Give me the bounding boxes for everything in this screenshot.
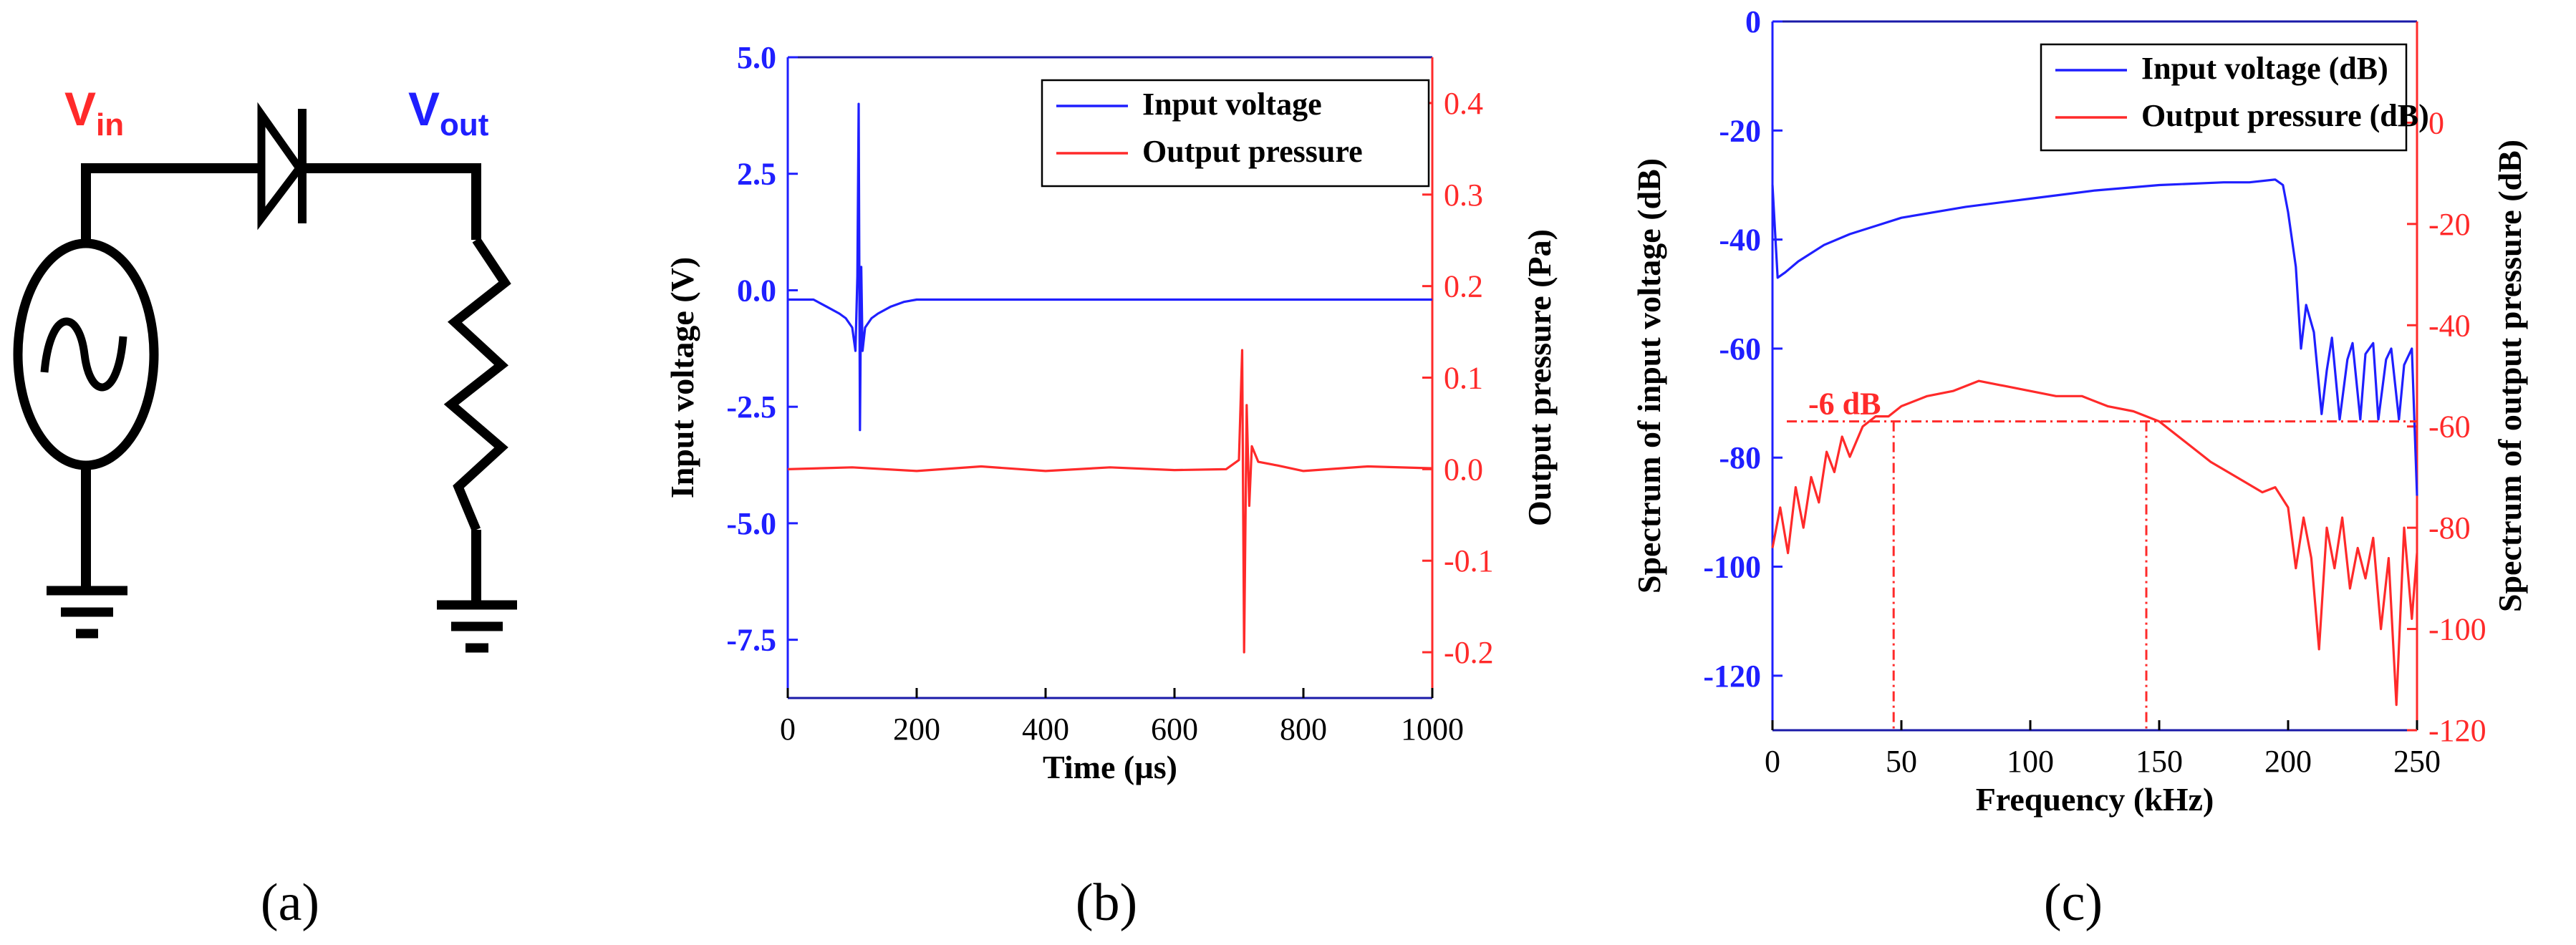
panel-c-label: (c): [2044, 873, 2103, 932]
y-axis-right-label: Output pressure (Pa): [1521, 229, 1558, 526]
panel-b-label: (b): [1076, 873, 1137, 932]
legend-label-1: Output pressure: [1142, 134, 1363, 169]
y-right-tick-label: 0.2: [1444, 269, 1483, 304]
x-tick-label: 200: [2264, 744, 2312, 779]
legend-label-0: Input voltage (dB): [2141, 51, 2388, 86]
sine-wave-icon: [40, 317, 127, 392]
y-left-tick-label: -40: [1719, 223, 1761, 258]
wire-top-left: [81, 163, 265, 243]
ground-right-icon: [437, 600, 517, 653]
y-left-tick-label: -80: [1719, 440, 1761, 475]
y-left-tick-label: -7.5: [726, 623, 776, 658]
x-axis-label: Time (µs): [1043, 749, 1177, 785]
y-axis-right-label: Spectrum of output pressure (dB): [2491, 140, 2528, 612]
x-tick-label: 50: [1886, 744, 1917, 779]
diode-icon: [257, 102, 304, 231]
y-left-tick-label: -20: [1719, 113, 1761, 148]
y-right-tick-label: -60: [2428, 410, 2471, 445]
y-left-tick-label: -5.0: [726, 506, 776, 541]
legend-box: [1041, 79, 1430, 188]
y-right-tick-label: -0.1: [1444, 543, 1494, 578]
wire-top-right: [301, 163, 481, 240]
y-right-tick-label: -120: [2428, 713, 2486, 748]
y-left-tick-label: 2.5: [737, 157, 776, 192]
x-tick-label: 0: [780, 712, 796, 747]
y-right-tick-label: 0.4: [1444, 86, 1483, 121]
x-tick-label: 200: [893, 712, 940, 747]
x-tick-label: 0: [1765, 744, 1780, 779]
y-right-tick-label: -0.2: [1444, 635, 1494, 670]
y-right-tick-label: 0.3: [1444, 178, 1483, 213]
legend-label-0: Input voltage: [1142, 87, 1322, 122]
y-right-tick-label: -20: [2428, 207, 2471, 242]
chart-c: 0 50 100 150 200 250 0 -20 -40 -60 -80 -100 -120 0 -20…: [1631, 4, 2528, 818]
ground-left-icon: [47, 586, 127, 639]
minus-6db-label: -6 dB: [1808, 387, 1881, 422]
x-tick-label: 800: [1280, 712, 1327, 747]
chart-b: 0 200 400 600 800 1000 5.0 2.5 0.0 -2.5 -5.0 -7.5 0.…: [664, 40, 1558, 785]
y-right-tick-label: -100: [2428, 612, 2486, 647]
series-line-1: [1771, 379, 2418, 707]
x-tick-label: 1000: [1401, 712, 1464, 747]
y-left-tick-label: -120: [1703, 659, 1761, 694]
x-tick-label: 150: [2136, 744, 2183, 779]
vin-label: Vin: [64, 82, 124, 142]
y-right-tick-label: -80: [2428, 510, 2471, 546]
vout-label: Vout: [408, 82, 489, 142]
y-left-tick-label: 0: [1745, 4, 1761, 39]
panel-a-circuit: [13, 102, 517, 653]
y-right-tick-label: 0.1: [1444, 361, 1483, 396]
y-right-tick-label: 0.0: [1444, 452, 1483, 487]
y-left-tick-label: -100: [1703, 550, 1761, 585]
x-tick-label: 400: [1022, 712, 1069, 747]
x-tick-label: 250: [2393, 744, 2441, 779]
y-left-tick-label: -60: [1719, 331, 1761, 367]
legend-box: [2040, 43, 2408, 152]
y-left-tick-label: -2.5: [726, 389, 776, 425]
ac-source-icon: [13, 238, 159, 470]
x-tick-label: 100: [2007, 744, 2054, 779]
y-right-tick-label: 0: [2428, 105, 2444, 140]
legend-label-1: Output pressure (dB): [2141, 98, 2429, 133]
x-axis-label: Frequency (kHz): [1976, 781, 2214, 818]
y-left-tick-label: 0.0: [737, 273, 776, 308]
series-line-0: [788, 102, 1432, 432]
resistor-icon: [443, 237, 511, 532]
y-right-tick-label: -40: [2428, 308, 2471, 343]
panel-a-label: (a): [261, 873, 319, 932]
y-left-tick-label: 5.0: [737, 40, 776, 75]
series-line-1: [787, 349, 1433, 654]
y-axis-left-label: Input voltage (V): [664, 257, 700, 498]
x-tick-label: 600: [1151, 712, 1198, 747]
y-axis-left-label: Spectrum of input voltage (dB): [1631, 158, 1667, 593]
series-line-0: [1771, 178, 2418, 496]
